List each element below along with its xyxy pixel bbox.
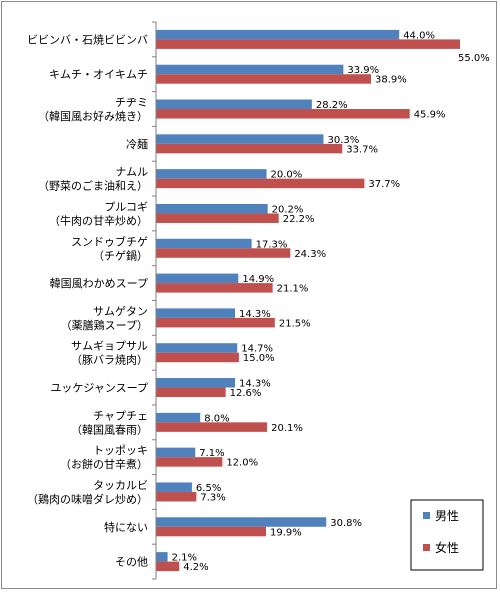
value-label-female: 38.9%	[375, 75, 407, 86]
bar-female	[156, 109, 410, 119]
legend-box	[410, 499, 484, 571]
value-label-male: 6.5%	[196, 483, 221, 494]
legend-label: 男性	[435, 509, 459, 523]
category-label: トッポッキ（お餅の甘辛煮）	[60, 444, 148, 471]
bar-female	[156, 248, 291, 258]
value-label-male: 20.2%	[272, 204, 304, 215]
value-label-male: 2.1%	[172, 553, 197, 564]
value-label-female: 21.1%	[277, 284, 309, 295]
bar-male	[156, 238, 252, 249]
value-label-male: 14.7%	[241, 344, 273, 355]
category-label: スンドゥブチゲ（チゲ鍋）	[71, 234, 148, 262]
category-label: 冷麺	[126, 138, 148, 151]
category-label: ビビンバ・石焼ビビンバ	[27, 33, 148, 46]
bar-male	[156, 517, 327, 527]
legend-label: 女性	[435, 540, 459, 555]
value-label-female: 4.2%	[183, 562, 208, 573]
bar-male	[156, 447, 196, 458]
category-label: サムギョプサル（豚バラ焼肉）	[71, 340, 148, 367]
value-label-female: 12.6%	[230, 388, 262, 399]
value-label-male: 28.2%	[316, 100, 348, 111]
bar-female	[156, 143, 343, 154]
legend-swatch	[423, 544, 430, 551]
bar-male	[156, 552, 168, 562]
category-label: チャプチェ（韓国風春雨）	[71, 409, 148, 436]
value-label-female: 15.0%	[243, 353, 275, 364]
bar-male	[156, 378, 236, 388]
value-label-male: 30.3%	[327, 135, 359, 146]
value-label-male: 44.0%	[403, 30, 435, 41]
value-label-male: 33.9%	[347, 65, 379, 76]
bar-male	[156, 29, 400, 40]
bar-female	[156, 457, 223, 467]
category-label: ユッケジャンスープ	[50, 382, 148, 395]
category-label: その他	[115, 556, 148, 569]
value-label-female: 19.9%	[270, 527, 302, 538]
bar-female	[156, 283, 273, 293]
value-label-male: 8.0%	[204, 413, 229, 424]
bar-male	[156, 99, 312, 110]
value-label-female: 55.0%	[458, 53, 490, 64]
bar-male	[156, 203, 268, 214]
bar-female	[156, 178, 365, 189]
value-label-male: 14.9%	[242, 274, 274, 285]
value-label-female: 33.7%	[346, 144, 378, 155]
category-label: チヂミ（韓国風お好み焼き）	[38, 96, 148, 123]
bar-female	[156, 317, 275, 328]
value-label-male: 30.8%	[330, 518, 362, 529]
bar-male	[156, 273, 239, 284]
bar-female	[156, 74, 372, 84]
bar-male	[156, 64, 344, 75]
bar-female	[156, 491, 197, 502]
bar-female	[156, 213, 279, 223]
bar-female	[156, 422, 268, 432]
category-label: プルコギ（牛肉の甘辛炒め）	[49, 200, 148, 227]
value-label-female: 21.5%	[279, 318, 311, 329]
category-label: キムチ・オイキムチ	[49, 68, 148, 81]
bar-female	[156, 387, 226, 398]
value-label-female: 37.7%	[368, 179, 400, 190]
value-label-female: 20.1%	[271, 423, 303, 434]
bar-male	[156, 308, 236, 318]
bar-male	[156, 134, 324, 144]
bar-female	[156, 561, 180, 572]
value-label-male: 14.3%	[239, 379, 271, 390]
bar-female	[156, 526, 266, 537]
bar-male	[156, 412, 201, 423]
bar-male	[156, 482, 192, 492]
value-label-male: 20.0%	[271, 170, 303, 181]
bar-male	[156, 343, 238, 353]
value-label-female: 7.3%	[200, 492, 225, 503]
category-label: 特にない	[104, 520, 148, 534]
category-label: 韓国風わかめスープ	[50, 277, 148, 290]
value-label-male: 17.3%	[256, 239, 288, 250]
value-label-female: 45.9%	[414, 110, 446, 121]
bar-male	[156, 169, 267, 179]
category-label: タッカルビ（鶏肉の味噌ダレ炒め）	[27, 479, 148, 506]
value-label-female: 24.3%	[294, 249, 326, 260]
value-label-male: 7.1%	[199, 448, 224, 459]
category-label: サムゲタン（薬膳鶏スープ）	[61, 305, 148, 332]
bar-female	[156, 352, 239, 363]
category-label: ナムル（野菜のごま油和え）	[38, 166, 148, 193]
value-label-male: 14.3%	[239, 309, 271, 320]
bar-female	[156, 39, 460, 49]
legend-swatch	[423, 512, 430, 519]
value-label-female: 22.2%	[283, 214, 315, 225]
value-label-female: 12.0%	[226, 458, 258, 469]
